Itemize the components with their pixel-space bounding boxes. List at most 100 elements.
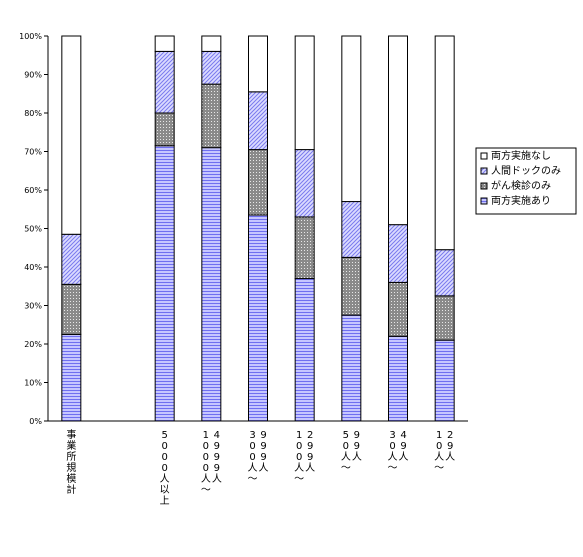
x-tick-label: 人 [352,451,362,463]
x-tick-label: 人 [212,473,222,485]
y-tick-label: 20% [24,340,42,349]
bar-segment-3 [61,233,82,285]
x-tick-label: 人 [434,451,444,463]
x-tick-label: 9 [307,441,313,452]
x-tick-label: 規 [66,462,76,474]
x-tick-label: 人 [248,462,258,474]
bar-segment-4 [434,35,455,251]
bar-segment-1 [201,147,222,422]
x-tick-label: 0 [436,441,442,452]
bar-segment-1 [434,339,455,422]
bar-segment-1 [61,333,82,422]
legend-label: がん検診のみ [491,179,551,192]
y-tick-label: 100% [19,32,42,41]
y-tick-label: 90% [24,71,42,80]
bar-segment-1 [248,214,268,422]
x-tick-label: 1 [203,430,209,441]
bar-segment-3 [154,50,175,114]
bar-segment-3 [294,149,315,218]
x-tick-label: 人 [201,473,211,485]
x-tick-label: 3 [249,430,255,441]
x-tick-label: 0 [161,441,167,452]
x-tick-label: 〜 [341,463,351,474]
bar-segment-4 [154,35,175,52]
legend-box [475,147,577,215]
bar-segment-2 [294,216,315,280]
x-tick-label: 〜 [201,485,211,496]
bar-segment-3 [201,50,222,85]
x-tick-label: 以 [160,485,170,496]
x-tick-label: 9 [354,441,360,452]
bar-segment-2 [341,256,362,316]
y-tick-label: 10% [24,379,42,388]
x-tick-label: 人 [341,451,351,463]
bar-segment-3 [341,201,362,258]
x-tick-label: 人 [399,451,409,463]
x-tick-label: 0 [203,441,209,452]
bar-segment-2 [201,83,222,149]
x-tick-label: 2 [307,430,313,441]
x-tick-label: 0 [389,441,395,452]
x-tick-label: 上 [160,495,170,507]
y-tick-label: 80% [24,109,42,118]
axes: 0% 10% 20% 30% 40% 50% 60% 70% 80% 90% 100% [19,32,468,426]
x-tick-label: 計 [66,483,76,496]
x-tick-label: 人 [160,473,170,485]
x-tick-label: 所 [66,451,76,463]
y-tick-label: 0% [29,417,42,426]
legend-label: 両方実施なし [491,149,551,162]
x-tick-label: 9 [400,441,406,452]
category-labels: 事業所規模計5000人以上1000人〜4999人300人〜999人100人〜29… [66,428,455,507]
x-tick-label: 9 [260,430,266,441]
x-tick-label: 0 [203,452,209,463]
legend-label: 両方実施あり [491,194,551,207]
bar-segment-4 [61,35,82,235]
bar-segment-4 [294,35,315,151]
x-tick-label: 9 [214,452,220,463]
x-tick-label: 3 [389,430,395,441]
x-tick-label: 1 [296,430,302,441]
x-tick-label: 0 [161,463,167,474]
x-tick-label: 9 [214,463,220,474]
x-tick-label: 1 [436,430,442,441]
bar-segment-3 [248,91,268,151]
x-tick-label: 0 [161,452,167,463]
bar-segment-4 [341,35,362,203]
x-tick-label: 人 [445,451,455,463]
x-tick-label: 0 [249,452,255,463]
x-tick-label: 9 [447,441,453,452]
bar-segment-3 [434,249,455,297]
bar-segment-1 [341,314,362,422]
x-tick-label: 〜 [434,463,444,474]
y-tick-label: 50% [24,225,42,234]
x-tick-label: 2 [447,430,453,441]
bar-segment-1 [294,278,315,422]
x-tick-label: 0 [296,452,302,463]
x-tick-label: 9 [354,430,360,441]
legend-swatch [480,182,488,190]
y-tick-label: 70% [24,148,42,157]
legend-label: 人間ドックのみ [491,165,561,177]
x-tick-label: 0 [343,441,349,452]
x-tick-label: 5 [343,430,349,441]
bar-segment-2 [61,283,82,335]
x-tick-label: 業 [66,439,76,452]
x-tick-label: 人 [305,462,315,474]
bar-segment-1 [154,145,175,422]
x-tick-label: 9 [214,441,220,452]
x-tick-label: 0 [296,441,302,452]
bars [61,35,455,422]
x-tick-label: 5 [161,430,167,441]
bar-segment-2 [434,295,455,341]
x-tick-label: 4 [400,430,406,441]
x-tick-label: 4 [214,430,220,441]
bar-segment-3 [388,224,408,283]
y-tick-label: 40% [24,263,42,272]
x-tick-label: 事 [66,428,76,441]
x-tick-label: 9 [260,452,266,463]
bar-segment-2 [248,149,268,216]
x-tick-label: 〜 [388,463,398,474]
x-tick-label: 人 [259,462,269,474]
x-tick-label: 9 [307,452,313,463]
